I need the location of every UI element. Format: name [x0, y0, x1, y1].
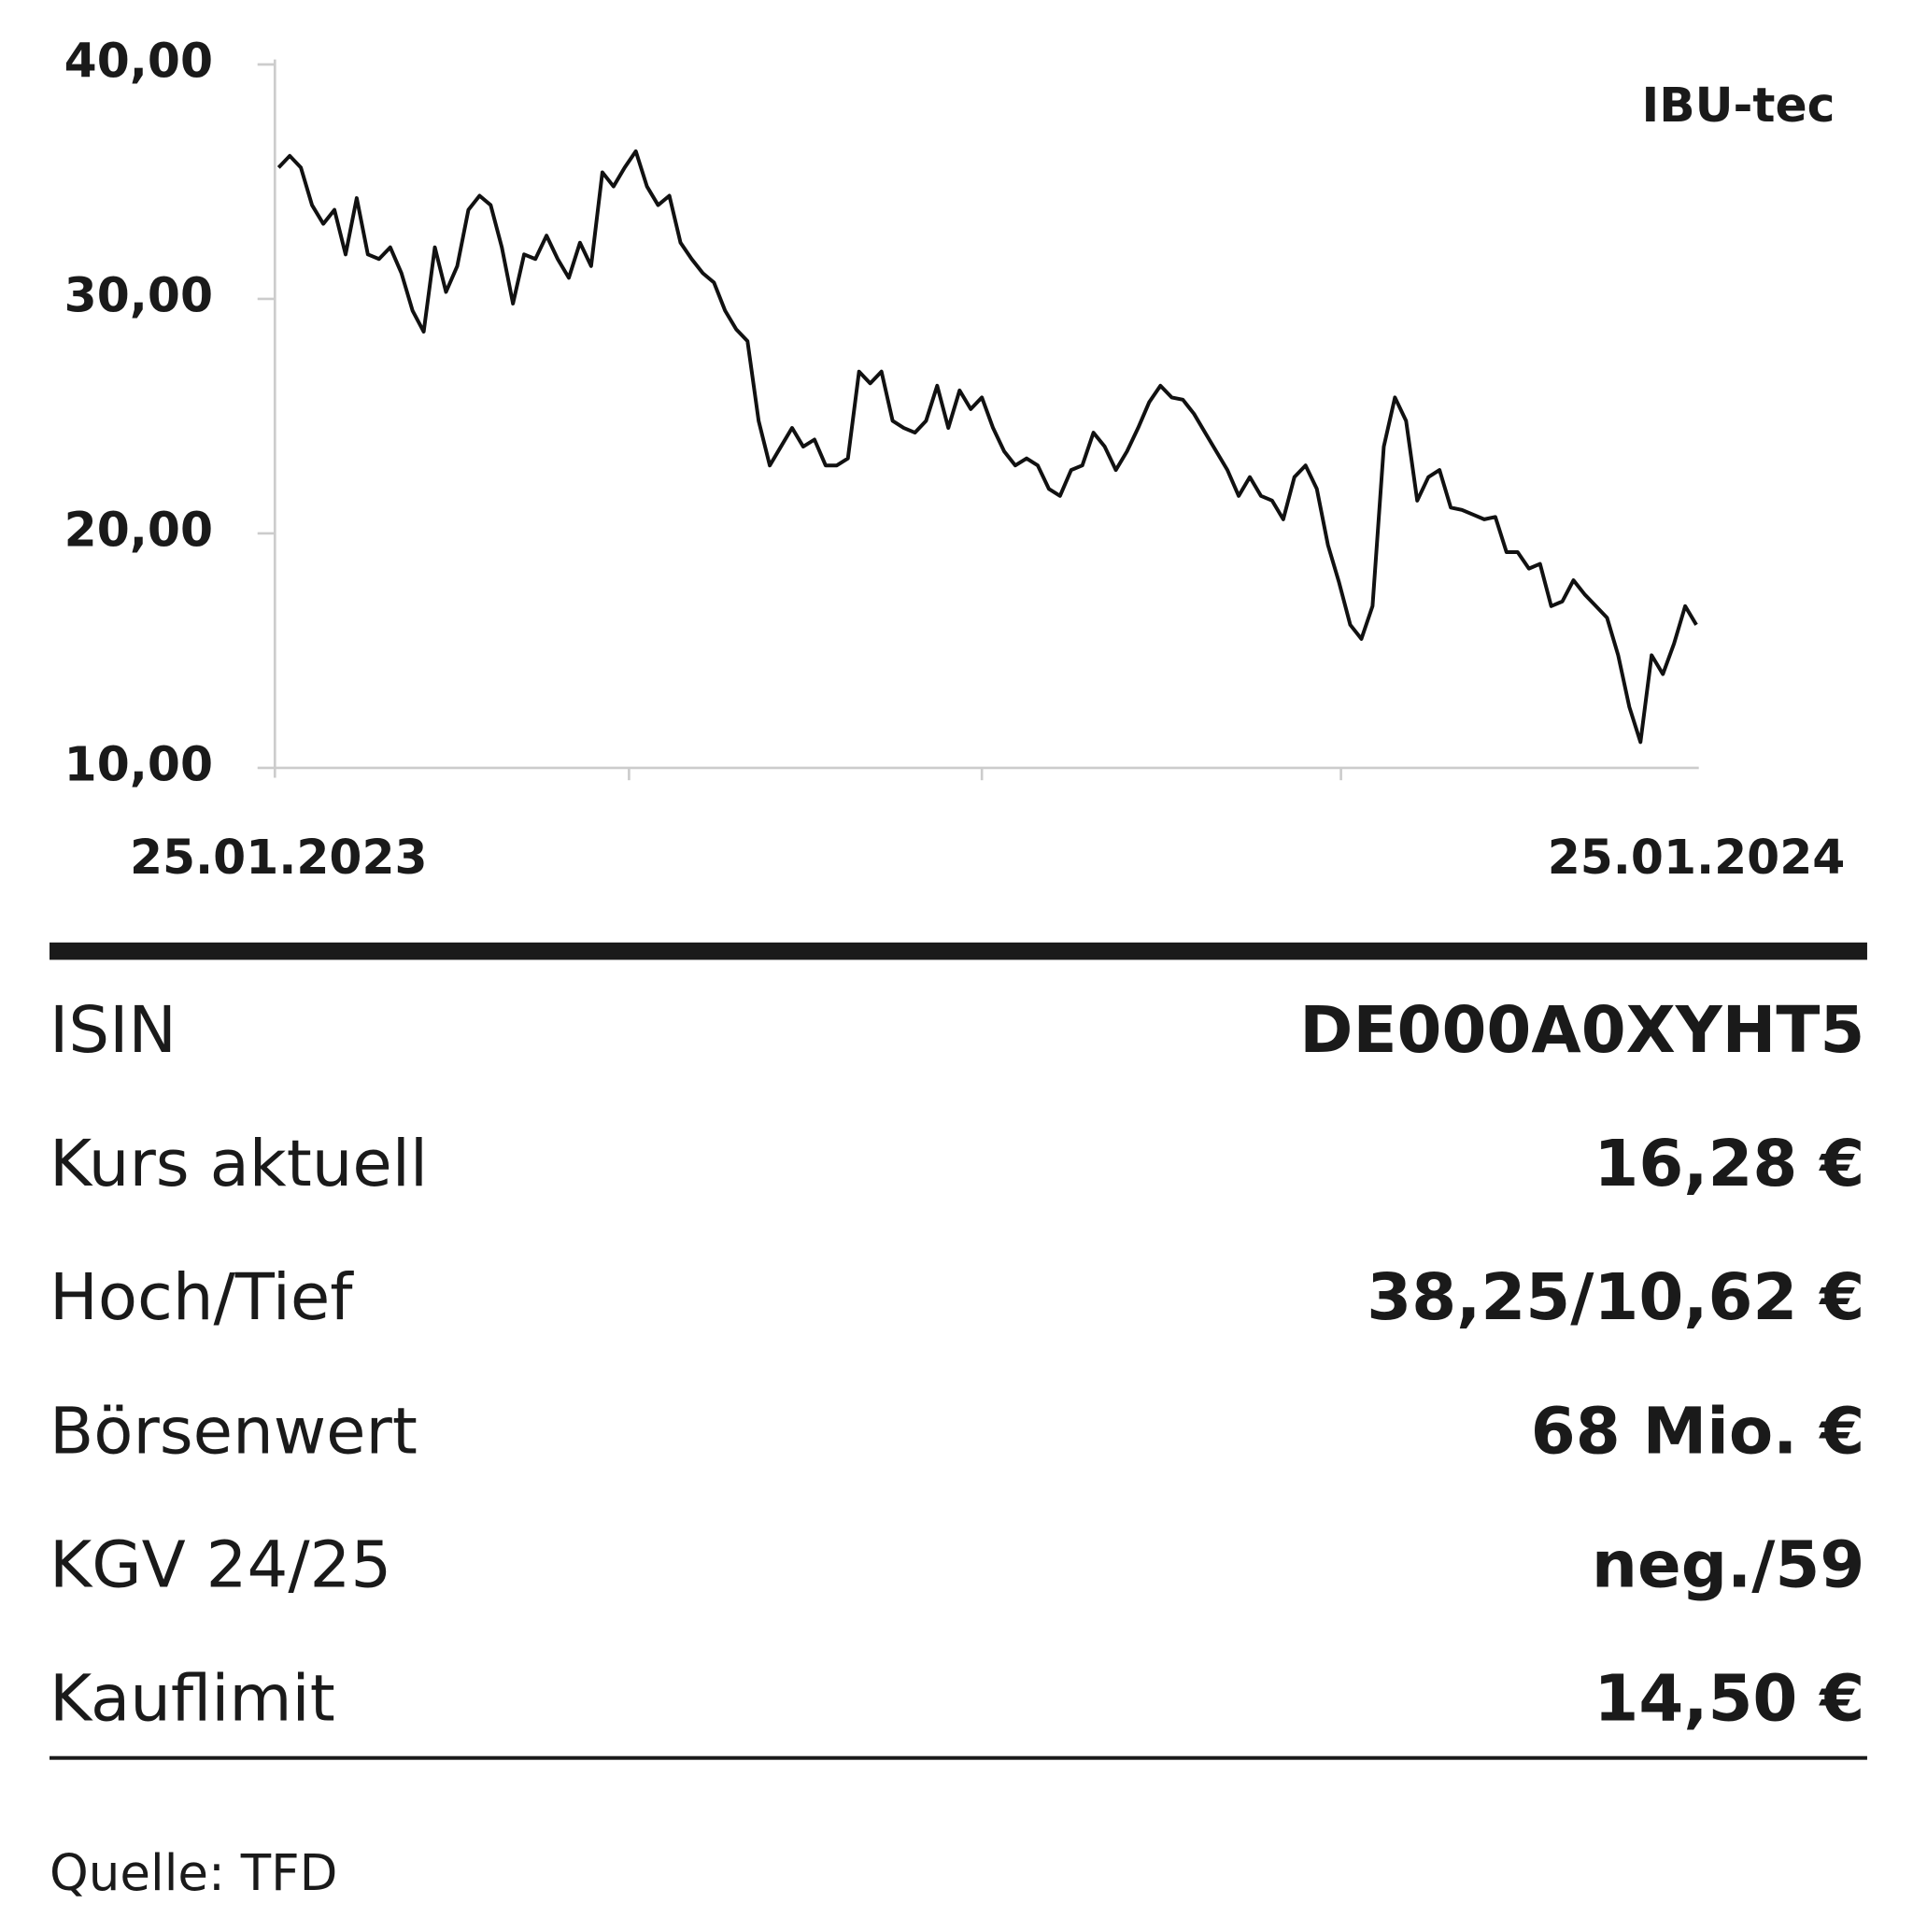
- x-tick-label: 25.01.2023: [130, 830, 428, 885]
- row-value: 38,25/10,62 €: [1367, 1260, 1864, 1335]
- y-tick-label: 20,00: [64, 502, 213, 557]
- row-value: 68 Mio. €: [1531, 1394, 1865, 1469]
- price-line: [276, 149, 1698, 745]
- divider: [50, 942, 1867, 960]
- row-label: Kauflimit: [50, 1662, 335, 1737]
- row-label: Börsenwert: [50, 1394, 418, 1469]
- y-tick-label: 30,00: [64, 267, 213, 322]
- divider: [50, 1755, 1867, 1760]
- y-tick-label: 10,00: [64, 736, 213, 791]
- row-label: Kurs aktuell: [50, 1127, 428, 1201]
- row-label: ISIN: [50, 993, 177, 1068]
- x-tick-label: 25.01.2024: [1548, 830, 1846, 885]
- row-label: KGV 24/25: [50, 1528, 391, 1603]
- row-value: 16,28 €: [1594, 1127, 1864, 1201]
- source: Quelle: TFD: [50, 1844, 337, 1902]
- row-value: DE000A0XYHT5: [1299, 993, 1864, 1068]
- row-label: Hoch/Tief: [50, 1260, 354, 1335]
- legend-label: IBU-tec: [1641, 78, 1835, 133]
- row-value: 14,50 €: [1594, 1662, 1864, 1737]
- y-tick-label: 40,00: [64, 33, 213, 88]
- row-value: neg./59: [1592, 1528, 1864, 1603]
